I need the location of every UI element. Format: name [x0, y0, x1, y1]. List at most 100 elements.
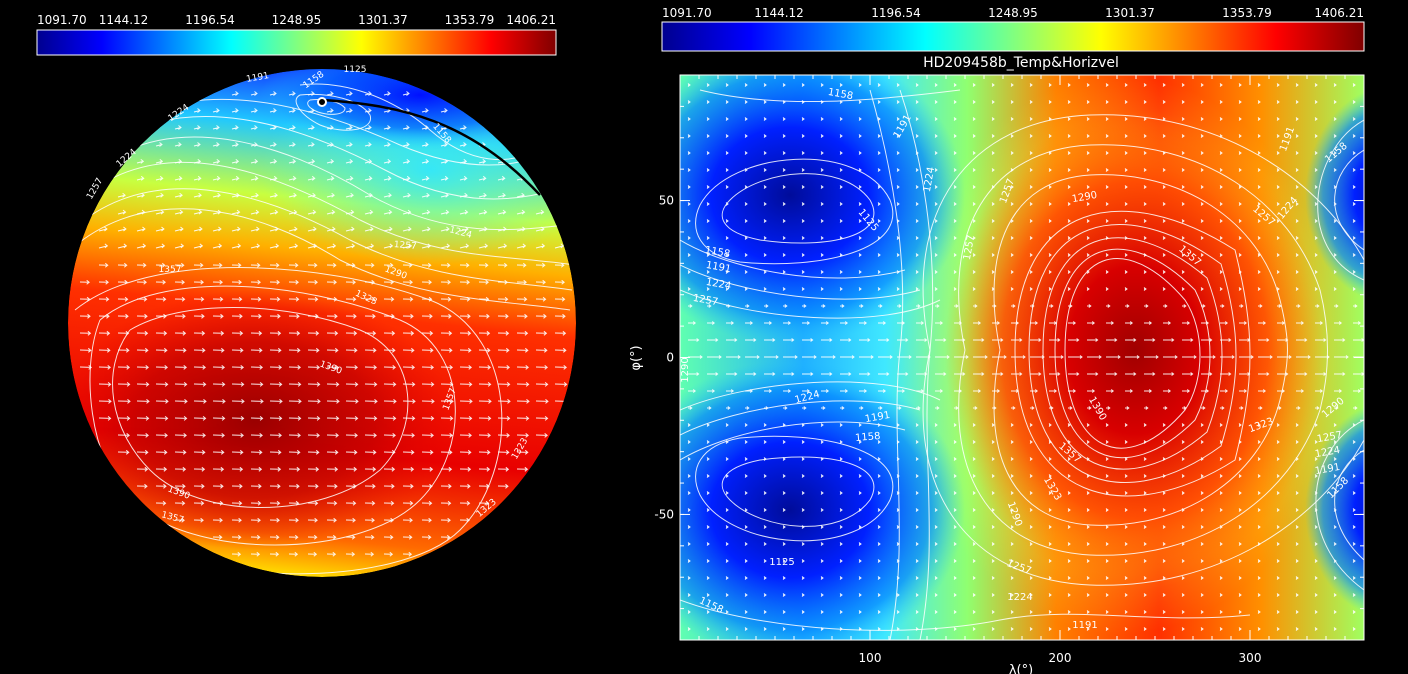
globe-wind-arrow [231, 347, 244, 353]
globe-wind-arrow [459, 347, 472, 353]
globe-wind-arrow [193, 364, 207, 370]
map-wind-arrow [1315, 321, 1324, 325]
map-wind-arrow [1049, 304, 1054, 308]
map-wind-arrow [1105, 542, 1109, 546]
globe-wind-arrow [383, 226, 393, 232]
map-wind-arrow [1143, 134, 1147, 138]
map-wind-arrow [763, 440, 767, 444]
map-wind-arrow [1067, 236, 1071, 240]
globe-wind-arrow [345, 551, 356, 557]
map-wind-arrow [877, 610, 881, 614]
globe-wind-arrow [174, 125, 182, 130]
map-wind-arrow [1200, 576, 1204, 580]
map-wind-arrow [1200, 236, 1204, 240]
globe-wind-arrow [117, 381, 131, 387]
map-wind-arrow [1220, 389, 1229, 393]
globe-wind-arrow [288, 209, 298, 215]
map-wind-arrow [1315, 304, 1320, 308]
map-wind-arrow [687, 151, 691, 155]
map-wind-arrow [1333, 287, 1337, 291]
map-wind-arrow [744, 134, 748, 138]
map-wind-arrow [953, 117, 957, 121]
map-wind-arrow [1029, 491, 1033, 495]
globe-wind-arrow [402, 175, 411, 181]
map-wind-arrow [953, 168, 957, 172]
map-wind-arrow [1067, 610, 1071, 614]
map-wind-arrow [1200, 151, 1204, 155]
globe-wind-arrow [193, 262, 204, 268]
map-wind-arrow [802, 372, 814, 376]
map-wind-arrow [1086, 168, 1090, 172]
map-wind-arrow [1277, 406, 1282, 410]
map-wind-arrow [915, 83, 919, 87]
map-wind-arrow [1144, 321, 1153, 325]
globe-wind-arrow [250, 91, 258, 96]
globe-wind-arrow [516, 226, 526, 232]
globe-wind-arrow [174, 330, 187, 336]
map-wind-arrow [1086, 117, 1090, 121]
map-wind-arrow [1010, 457, 1014, 461]
map-wind-arrow [1220, 338, 1232, 342]
globe-wind-arrow [402, 398, 416, 404]
map-wind-arrow [764, 338, 776, 342]
map-wind-arrow [1276, 253, 1280, 257]
globe-wind-arrow [364, 108, 372, 113]
globe-wind-arrow [98, 262, 109, 268]
map-wind-arrow [953, 593, 957, 597]
map-wind-arrow [1067, 219, 1071, 223]
globe-wind-arrow [516, 432, 529, 438]
map-wind-arrow [1181, 559, 1185, 563]
map-wind-arrow [839, 627, 843, 631]
map-wind-arrow [858, 270, 862, 274]
globe-wind-arrow [250, 226, 260, 232]
globe-wind-arrow [440, 175, 449, 181]
map-wind-arrow [991, 236, 995, 240]
map-wind-arrow [1333, 151, 1337, 155]
map-wind-arrow [1182, 321, 1191, 325]
globe-wind-arrow [174, 313, 186, 319]
map-x-axis-label: λ(°) [1009, 663, 1033, 674]
map-wind-arrow [896, 219, 900, 223]
globe-wind-arrow [288, 243, 299, 249]
map-wind-arrow [1029, 559, 1033, 563]
map-wind-arrow [934, 627, 938, 631]
globe-wind-arrow [383, 432, 396, 438]
map-wind-arrow [972, 423, 976, 427]
globe-wind-arrow [440, 483, 452, 489]
map-wind-arrow [1124, 117, 1128, 121]
map-wind-arrow [1238, 508, 1242, 512]
map-wind-arrow [1353, 304, 1358, 308]
map-wind-arrow [1333, 542, 1337, 546]
map-contour-line [1315, 419, 1364, 591]
map-wind-arrow [1276, 457, 1280, 461]
map-wind-arrow [1048, 610, 1052, 614]
map-wind-arrow [972, 151, 976, 155]
map-wind-arrow [1124, 236, 1128, 240]
globe-wind-arrow [402, 330, 415, 336]
globe-wind-arrow [459, 415, 473, 421]
map-wind-arrow [1011, 338, 1023, 342]
globe-wind-arrow [231, 192, 240, 198]
map-wind-arrow [1048, 542, 1052, 546]
map-wind-arrow [1125, 355, 1140, 359]
globe-wind-arrow [535, 330, 548, 336]
globe-wind-arrow [250, 209, 260, 215]
map-wind-arrow [820, 168, 824, 172]
map-wind-arrow [840, 389, 849, 393]
map-wind-arrow [839, 253, 843, 257]
map-wind-arrow [1277, 355, 1292, 359]
globe-wind-arrow [364, 364, 378, 370]
map-wind-arrow [1181, 627, 1185, 631]
map-wind-arrow [1219, 559, 1223, 563]
globe-contour-line [71, 188, 573, 291]
map-y-tick-label: 50 [659, 194, 674, 208]
map-wind-arrow [1257, 576, 1261, 580]
map-wind-arrow [1200, 202, 1204, 206]
globe-wind-arrow [288, 226, 298, 232]
globe-wind-arrow [212, 517, 223, 523]
map-wind-arrow [801, 253, 805, 257]
map-wind-arrow [1200, 100, 1204, 104]
map-wind-arrow [1143, 185, 1147, 189]
globe-wind-arrow [269, 296, 281, 302]
globe-wind-arrow [155, 226, 165, 232]
